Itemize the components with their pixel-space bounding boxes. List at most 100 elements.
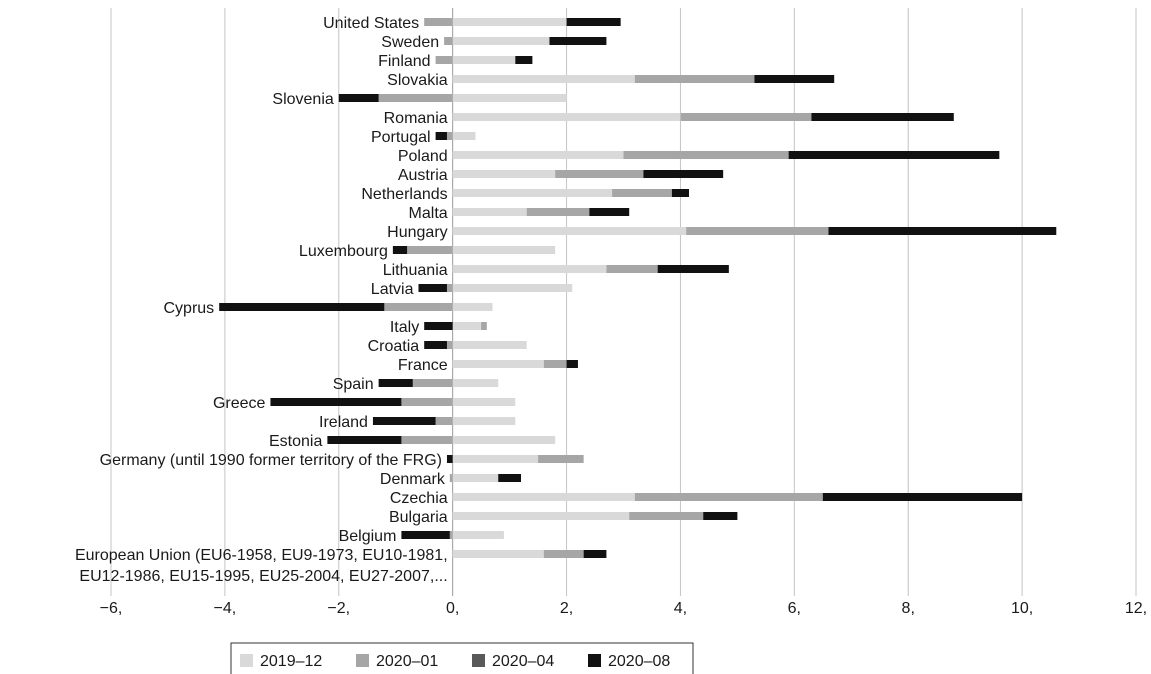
bars bbox=[219, 18, 1057, 558]
bar-segment bbox=[543, 550, 584, 558]
bar-segment bbox=[446, 341, 453, 349]
bar-segment bbox=[452, 56, 516, 64]
category-label: Austria bbox=[398, 167, 448, 184]
bar-segment bbox=[378, 379, 413, 387]
category-label: Belgium bbox=[339, 528, 397, 545]
category-label: Ireland bbox=[319, 414, 368, 431]
bar-segment bbox=[452, 189, 613, 197]
bar-segment bbox=[606, 265, 658, 273]
bar-segment bbox=[634, 75, 755, 83]
bar-segment bbox=[452, 18, 567, 26]
bar-segment bbox=[589, 208, 630, 216]
bar-segment bbox=[452, 417, 516, 425]
bar-segment bbox=[612, 189, 672, 197]
category-label: France bbox=[398, 357, 448, 374]
category-label: Estonia bbox=[269, 433, 322, 450]
category-labels: United States Sweden Finland Slovakia Sloven… bbox=[75, 15, 448, 585]
bar-segment bbox=[378, 94, 453, 102]
bar-segment bbox=[629, 512, 704, 520]
bar-segment bbox=[452, 436, 556, 444]
bar-segment bbox=[452, 284, 573, 292]
category-label: Cyprus bbox=[164, 300, 215, 317]
bar-segment bbox=[686, 227, 829, 235]
category-label: Finland bbox=[378, 53, 430, 70]
bar-segment bbox=[452, 227, 687, 235]
legend-frame bbox=[230, 642, 694, 674]
bar-segment bbox=[452, 398, 516, 406]
bar-segment bbox=[680, 113, 812, 121]
bar-segment bbox=[452, 493, 635, 501]
bar-segment bbox=[515, 56, 533, 64]
bar-segment bbox=[828, 227, 1057, 235]
legend-label: 2020‒08 bbox=[608, 653, 670, 670]
bar-segment bbox=[392, 246, 408, 254]
bar-segment bbox=[671, 189, 689, 197]
bar-segment bbox=[424, 341, 447, 349]
category-label: Sweden bbox=[381, 34, 439, 51]
grid-lines bbox=[110, 8, 1137, 596]
category-label: Hungary bbox=[387, 224, 447, 241]
x-tick-label: 4, bbox=[674, 600, 687, 617]
bar-segment bbox=[452, 531, 504, 539]
bar-segment bbox=[452, 94, 567, 102]
bar-segment bbox=[703, 512, 738, 520]
category-label: Denmark bbox=[380, 471, 446, 488]
bar-segment bbox=[643, 170, 724, 178]
bar-segment bbox=[481, 322, 487, 330]
category-label: EU12-1986, EU15-1995, EU25-2004, EU27-20… bbox=[79, 568, 447, 585]
bar-segment bbox=[452, 455, 539, 463]
category-label: Czechia bbox=[390, 490, 448, 507]
x-tick-label: −6, bbox=[100, 600, 123, 617]
bar-segment bbox=[452, 360, 544, 368]
bar-segment bbox=[418, 284, 447, 292]
x-tick-label: −2, bbox=[327, 600, 350, 617]
category-label: Poland bbox=[398, 148, 448, 165]
bar-segment bbox=[526, 208, 590, 216]
bar-segment bbox=[327, 436, 402, 444]
category-label: Slovenia bbox=[272, 91, 333, 108]
bar-segment bbox=[452, 379, 499, 387]
category-label: Latvia bbox=[371, 281, 414, 298]
bar-segment bbox=[538, 455, 584, 463]
bar-segment bbox=[401, 531, 450, 539]
bar-segment bbox=[452, 303, 493, 311]
category-label: Greece bbox=[213, 395, 266, 412]
bar-segment bbox=[407, 246, 453, 254]
bar-segment bbox=[623, 151, 789, 159]
legend-swatch bbox=[240, 654, 253, 667]
bar-segment bbox=[384, 303, 453, 311]
bar-segment bbox=[270, 398, 402, 406]
legend-swatch bbox=[472, 654, 485, 667]
legend: 2019‒12 2020‒01 2020‒04 2020‒08 bbox=[230, 642, 694, 674]
bar-segment bbox=[452, 246, 556, 254]
bar-segment bbox=[452, 37, 550, 45]
bar-segment bbox=[452, 113, 681, 121]
bar-segment bbox=[788, 151, 1000, 159]
legend-label: 2020‒04 bbox=[492, 653, 554, 670]
x-tick-label: 10, bbox=[1011, 600, 1033, 617]
category-label: Bulgaria bbox=[389, 509, 448, 526]
category-label: Spain bbox=[333, 376, 374, 393]
legend-label: 2019‒12 bbox=[260, 653, 322, 670]
bar-segment bbox=[449, 474, 453, 482]
bar-segment bbox=[446, 284, 453, 292]
bar-segment bbox=[657, 265, 729, 273]
bar-segment bbox=[424, 18, 453, 26]
bar-segment bbox=[452, 322, 482, 330]
bar-segment bbox=[452, 170, 556, 178]
bar-segment bbox=[452, 341, 527, 349]
bar-segment bbox=[449, 531, 453, 539]
x-tick-label: 2, bbox=[560, 600, 573, 617]
bar-segment bbox=[452, 151, 624, 159]
x-tick-label: −4, bbox=[214, 600, 237, 617]
bar-segment bbox=[435, 132, 447, 140]
category-label: Lithuania bbox=[383, 262, 448, 279]
category-label: Italy bbox=[390, 319, 419, 336]
bar-segment bbox=[543, 360, 567, 368]
bar-segment bbox=[498, 474, 521, 482]
category-label: Portugal bbox=[371, 129, 431, 146]
legend-label: 2020‒01 bbox=[376, 653, 438, 670]
bar-segment bbox=[634, 493, 823, 501]
bar-segment bbox=[754, 75, 835, 83]
bar-segment bbox=[811, 113, 954, 121]
